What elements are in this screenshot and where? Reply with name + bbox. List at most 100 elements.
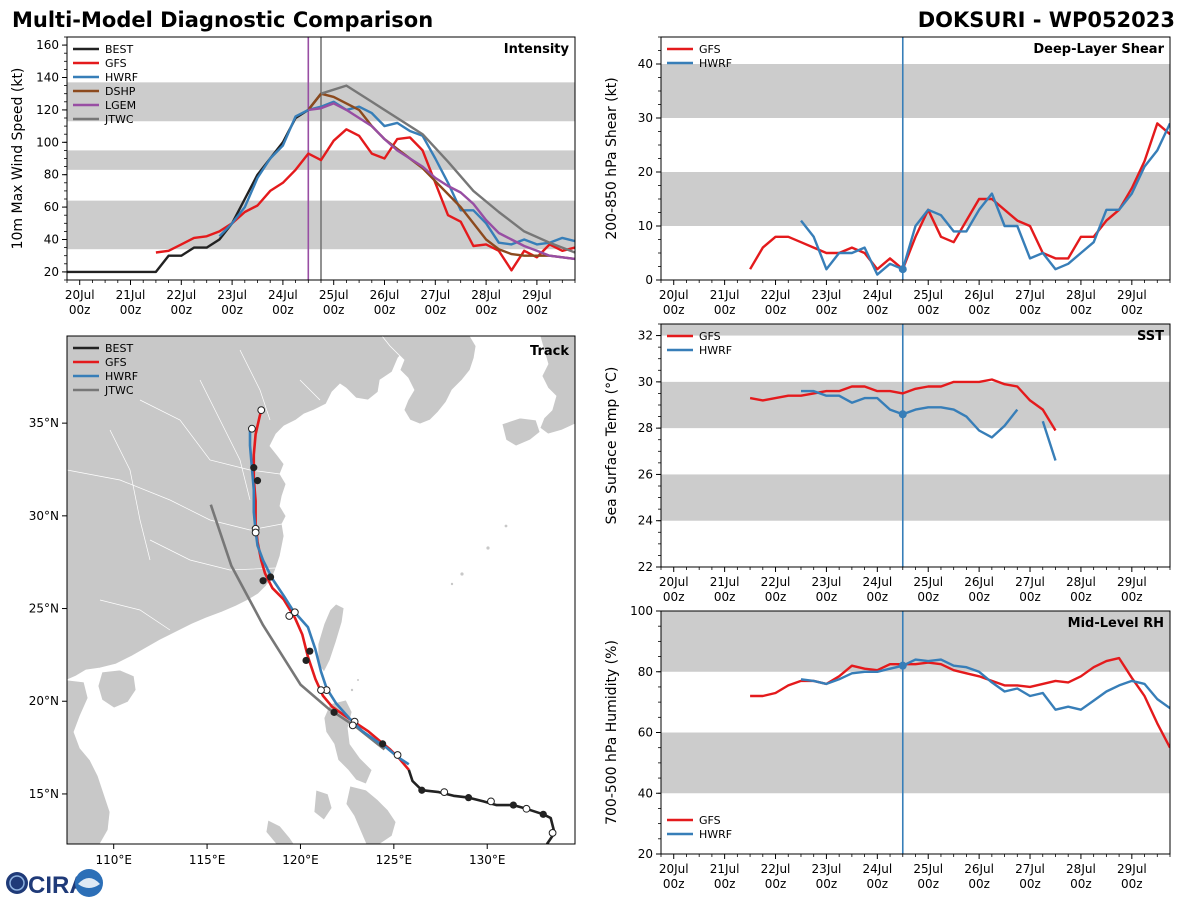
sst-xtick-label-date: 28Jul <box>1066 575 1096 589</box>
rh-xtick-label-date: 29Jul <box>1117 862 1147 876</box>
intensity-ytick-label: 120 <box>36 103 59 117</box>
intensity-series-jtwc <box>320 84 575 254</box>
rh-xtick-label-hour: 00z <box>968 877 990 891</box>
shear-xtick-label-hour: 00z <box>968 303 990 317</box>
sst-xtick-label-hour: 00z <box>867 590 889 604</box>
shear-xtick-label-date: 25Jul <box>913 288 943 302</box>
storm-id-title: DOKSURI - WP052023 <box>918 8 1175 32</box>
track-position-marker <box>306 647 314 655</box>
rh-series-hwrf <box>800 658 1170 711</box>
logo-globe-icon <box>6 872 28 894</box>
track-position-marker <box>539 810 547 818</box>
sst-series-hwrf <box>1041 420 1057 461</box>
track-series-jtwc <box>209 504 386 751</box>
sst-ytick-label: 24 <box>638 514 653 528</box>
track-position-marker <box>379 740 387 748</box>
intensity-xtick-label-hour: 00z <box>69 303 91 317</box>
rh-xtick-label-date: 24Jul <box>862 862 892 876</box>
rh-band <box>661 732 1170 794</box>
intensity-legend-label-lgem: LGEM <box>105 99 136 112</box>
intensity-series-lgem <box>308 102 575 261</box>
rh-xtick-label-hour: 00z <box>1121 877 1143 891</box>
rh-legend-label-hwrf: HWRF <box>699 828 732 841</box>
japan-landmass <box>539 336 575 435</box>
sst-panel: 22242628303220Jul00z21Jul00z22Jul00z23Ju… <box>604 323 1171 604</box>
rh-ylabel: 700-500 hPa Humidity (%) <box>604 640 620 825</box>
rh-xtick-label-date: 20Jul <box>659 862 689 876</box>
track-position-marker <box>330 708 338 716</box>
rh-ytick-label: 80 <box>638 665 653 679</box>
sst-series-hwrf <box>801 389 1019 439</box>
track-position-marker <box>418 786 426 794</box>
intensity-ytick-label: 60 <box>44 200 59 214</box>
intensity-xtick-label-date: 27Jul <box>420 288 450 302</box>
track-legend-label-gfs: GFS <box>105 356 127 369</box>
shear-xtick-label-date: 23Jul <box>812 288 842 302</box>
intensity-legend-label-hwrf: HWRF <box>105 71 138 84</box>
sst-series-group <box>749 378 1057 461</box>
palawan-landmass <box>265 819 295 844</box>
taiwan-landmass <box>317 603 345 673</box>
shear-legend-label-gfs: GFS <box>699 43 721 56</box>
sst-xtick-label-hour: 00z <box>714 590 736 604</box>
rh-xtick-label-hour: 00z <box>1019 877 1041 891</box>
intensity-xtick-label-date: 23Jul <box>217 288 247 302</box>
intensity-ytick-label: 80 <box>44 168 59 182</box>
sst-ytick-label: 26 <box>638 467 653 481</box>
intensity-xtick-label-date: 29Jul <box>522 288 552 302</box>
track-position-marker-open <box>285 612 294 620</box>
sst-series-gfs <box>749 378 1057 432</box>
mindoro-landmass <box>313 789 333 821</box>
track-position-marker-open <box>522 804 531 813</box>
sst-xtick-label-date: 21Jul <box>710 575 740 589</box>
track-xtick-label: 110°E <box>95 853 132 867</box>
island <box>356 678 360 682</box>
sst-xtick-label-hour: 00z <box>968 590 990 604</box>
rh-band <box>661 611 1170 672</box>
sst-legend-label-hwrf: HWRF <box>699 344 732 357</box>
intensity-xtick-label-hour: 00z <box>374 303 396 317</box>
track-position-marker-open <box>257 406 266 415</box>
rh-xtick-label-hour: 00z <box>917 877 939 891</box>
sst-xtick-label-hour: 00z <box>1121 590 1143 604</box>
sst-current-marker <box>898 410 907 419</box>
shear-ytick-label: 10 <box>638 219 653 233</box>
indochina-landmass <box>67 679 111 844</box>
rh-xtick-label-date: 26Jul <box>964 862 994 876</box>
track-position-marker-open <box>317 686 325 695</box>
sst-xtick-label-hour: 00z <box>663 590 685 604</box>
track-position-marker <box>250 464 258 472</box>
intensity-ytick-label: 100 <box>36 135 59 149</box>
rh-xtick-label-hour: 00z <box>714 877 736 891</box>
intensity-series-gfs <box>155 128 575 272</box>
luzon-landmass <box>323 699 373 785</box>
shear-xtick-label-date: 26Jul <box>964 288 994 302</box>
track-ytick-label: 30°N <box>29 509 59 523</box>
rh-xtick-label-date: 25Jul <box>913 862 943 876</box>
intensity-series-dshp <box>307 92 575 261</box>
sst-legend-label-gfs: GFS <box>699 330 721 343</box>
japan-island <box>501 417 541 447</box>
shear-series-group <box>749 122 1170 276</box>
logo-ring-icon <box>9 875 25 891</box>
island <box>449 582 454 587</box>
rh-xtick-label-date: 21Jul <box>710 862 740 876</box>
intensity-panel-title: Intensity <box>504 42 570 57</box>
sst-ytick-label: 30 <box>638 375 653 389</box>
track-frame <box>66 335 576 845</box>
island <box>503 523 509 529</box>
sst-xtick-label-date: 26Jul <box>964 575 994 589</box>
sst-panel-title: SST <box>1137 329 1164 344</box>
shear-xtick-label-hour: 00z <box>663 303 685 317</box>
korea-landmass <box>381 336 477 425</box>
track-axes: 110°E 115°E 120°E 125°E 130°E 15°N 20°N 25°N 30°… <box>29 416 506 867</box>
shear-xtick-label-date: 29Jul <box>1117 288 1147 302</box>
sst-xtick-label-hour: 00z <box>1019 590 1041 604</box>
figure-title: Multi-Model Diagnostic Comparison <box>12 8 433 32</box>
shear-xtick-label-date: 22Jul <box>761 288 791 302</box>
rh-xtick-label-hour: 00z <box>816 877 838 891</box>
shear-ytick-label: 20 <box>638 165 653 179</box>
intensity-series-group <box>67 84 575 274</box>
shear-xtick-label-hour: 00z <box>867 303 889 317</box>
